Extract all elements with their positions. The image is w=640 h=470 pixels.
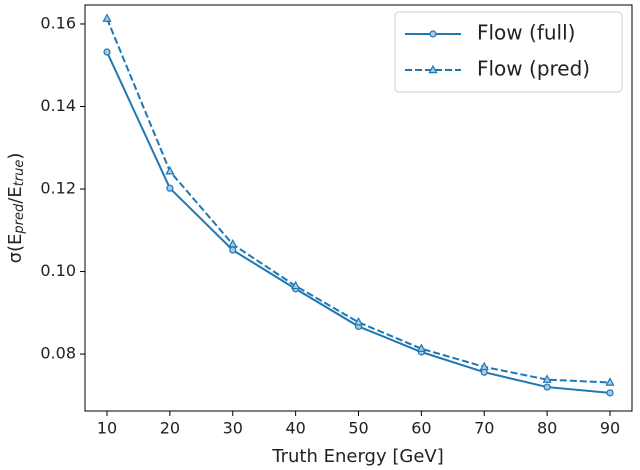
legend-box: [394, 11, 623, 93]
marker: [543, 383, 551, 391]
y-tick-label: 0.10: [40, 261, 76, 280]
y-label-subscript: pred: [12, 203, 27, 235]
marker: [291, 280, 301, 290]
legend-marker: [428, 64, 438, 74]
y-label-part: ): [5, 153, 26, 160]
y-tick-label: 0.14: [40, 96, 76, 115]
x-tick-label: 30: [223, 419, 243, 438]
y-label-part: σ(E: [5, 234, 26, 264]
marker: [166, 184, 174, 192]
y-label-subscript: true: [12, 160, 27, 187]
x-tick-label: 80: [537, 419, 557, 438]
marker: [416, 343, 426, 352]
marker: [542, 374, 552, 383]
y-tick-label: 0.12: [40, 179, 76, 198]
series-line: [106, 51, 611, 394]
x-axis-label: Truth Energy [GeV]: [271, 446, 443, 467]
x-tick-label: 90: [600, 419, 620, 438]
x-tick-label: 60: [411, 419, 431, 438]
marker: [606, 389, 614, 397]
series-line: [106, 18, 611, 384]
legend-marker: [429, 30, 437, 38]
marker: [229, 246, 237, 254]
marker: [480, 368, 488, 376]
x-tick-label: 40: [285, 419, 305, 438]
x-tick-label: 20: [160, 419, 180, 438]
y-tick-label: 0.16: [40, 13, 76, 32]
marker: [165, 166, 175, 175]
x-tick-label: 50: [348, 419, 368, 438]
marker: [605, 377, 615, 386]
legend-label: Flow (pred): [477, 57, 590, 81]
marker: [103, 48, 111, 56]
marker: [353, 317, 364, 326]
marker: [479, 361, 489, 371]
x-tick-label: 10: [97, 419, 117, 438]
x-tick-label: 70: [474, 419, 494, 438]
y-axis-label: σ(Epred/Etrue): [5, 153, 27, 264]
marker: [228, 239, 238, 248]
marker: [102, 13, 112, 22]
y-tick-label: 0.08: [40, 344, 76, 363]
y-label-part: /E: [5, 186, 26, 203]
legend-label: Flow (full): [477, 21, 575, 45]
